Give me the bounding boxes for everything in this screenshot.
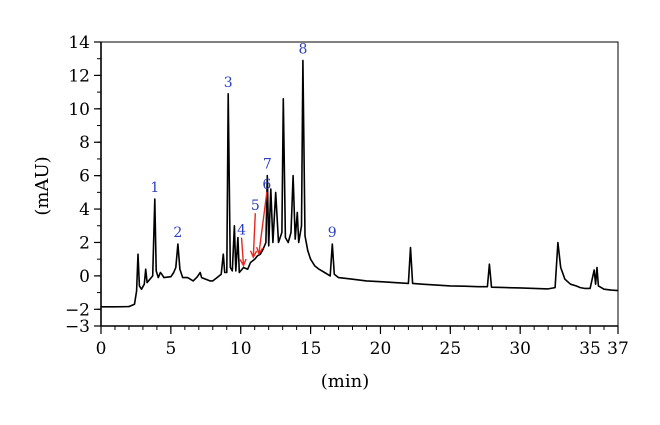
x-axis-title: (min) (321, 371, 369, 392)
arrow-shaft-4 (240, 237, 245, 266)
peak-labels: 1 2 3 7 8 9 456 (150, 41, 337, 268)
peak-label-4: 4 (237, 223, 246, 239)
x-tick-label: 35 (579, 339, 601, 359)
y-tick-label: 10 (68, 100, 90, 120)
peak-label-7: 7 (263, 157, 272, 173)
plot-area (101, 59, 619, 308)
y-tick-label: 6 (79, 167, 90, 187)
x-tick-label: 15 (300, 339, 322, 359)
x-tick-label: 25 (440, 339, 462, 359)
arrow-head-4 (239, 258, 247, 268)
y-tick-label: 14 (68, 33, 90, 53)
series-line-1 (101, 59, 619, 308)
y-tick-label: 0 (79, 267, 90, 287)
y-tick-label: 12 (68, 66, 90, 86)
arrow-shaft-6 (258, 191, 268, 254)
x-tick-label: 20 (370, 339, 392, 359)
peak-label-9: 9 (328, 225, 337, 241)
arrow-shaft-5 (252, 213, 257, 258)
peak-label-8: 8 (298, 41, 307, 57)
arrow-head-6 (256, 246, 264, 256)
peak-label-3: 3 (224, 75, 233, 91)
peak-label-5: 5 (251, 198, 260, 214)
x-tick-label: 5 (165, 339, 176, 359)
y-axis-title: (mAU) (32, 156, 53, 215)
y-tick-label: 4 (79, 200, 90, 220)
x-tick-label: 37 (607, 339, 629, 359)
y-tick-label: 8 (79, 133, 90, 153)
y-tick-label: −3 (65, 317, 90, 337)
x-tick-label: 30 (509, 339, 531, 359)
peak-label-6: 6 (262, 177, 271, 193)
plot-frame (100, 41, 619, 327)
y-tick-label: 2 (79, 233, 90, 253)
y-tick-label: −2 (65, 300, 90, 320)
arrow-head-5 (249, 250, 258, 259)
x-tick-label: 0 (96, 339, 107, 359)
peak-label-2: 2 (173, 225, 182, 241)
x-tick-label: 10 (230, 339, 252, 359)
peak-label-1: 1 (150, 180, 159, 196)
